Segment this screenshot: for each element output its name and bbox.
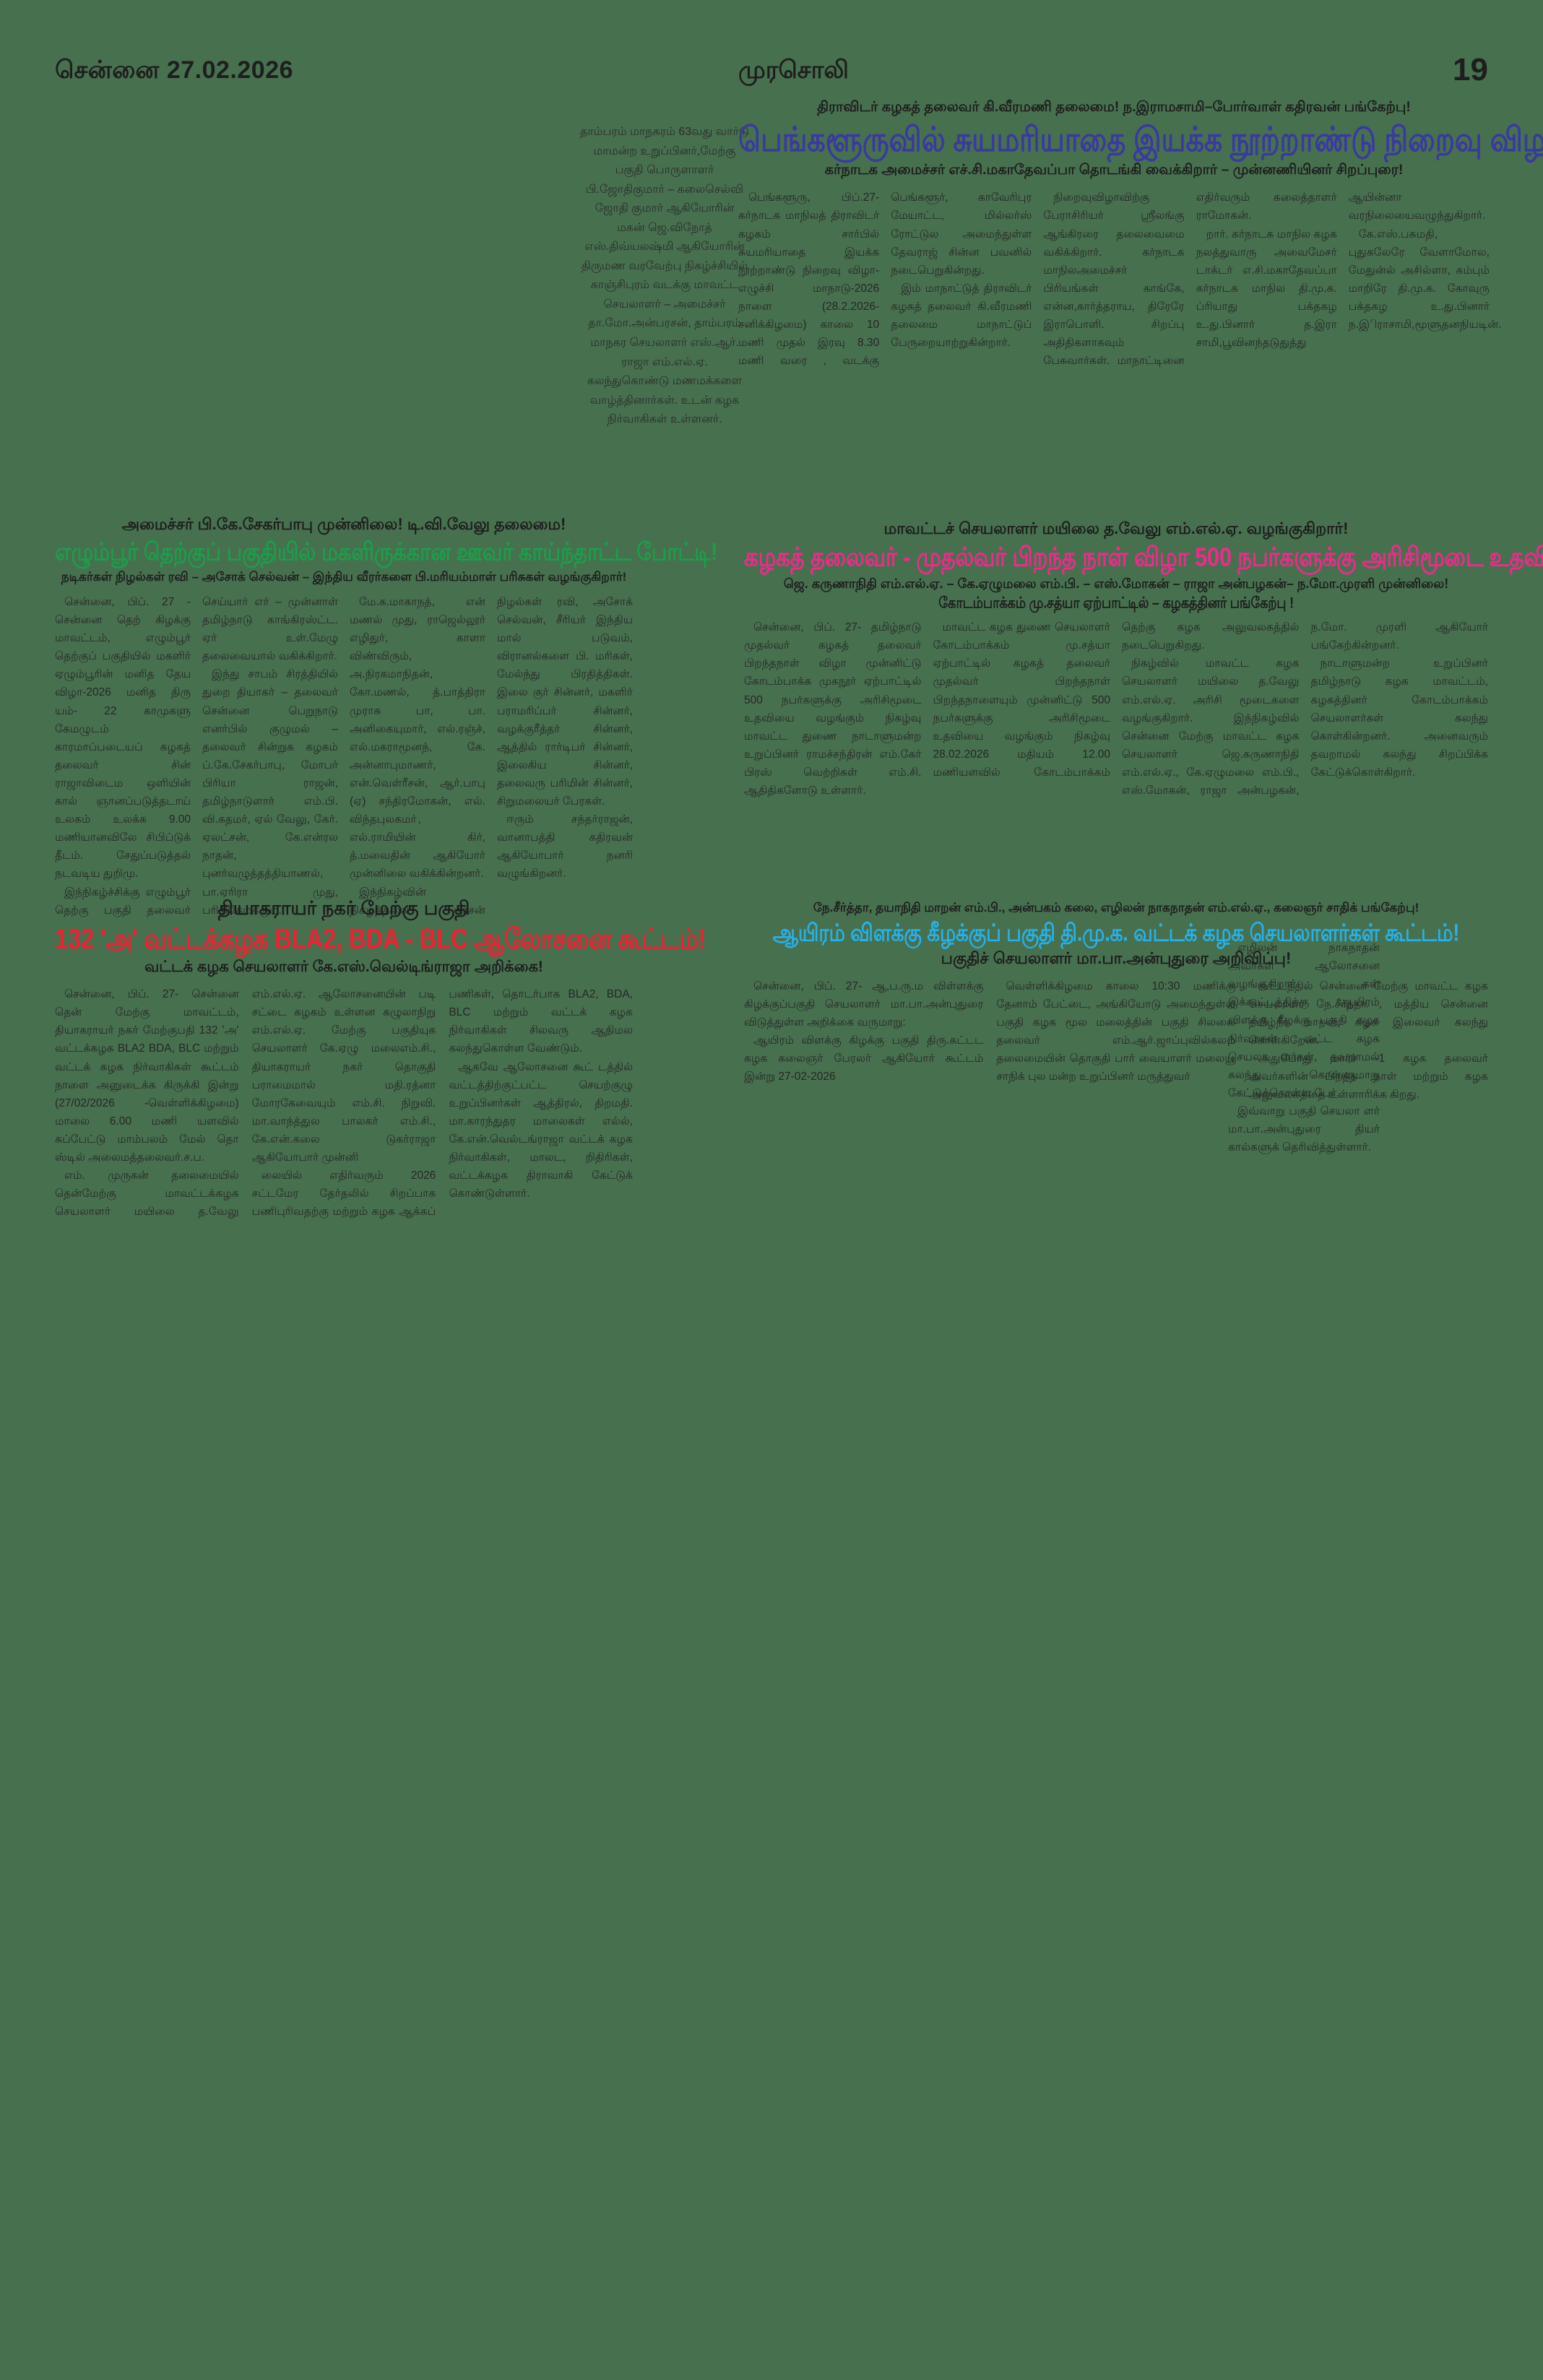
caption-line: பி.ஜோதிகுமார் – கலைசெல்வி	[585, 183, 744, 196]
article-headline: ஆயிரம் விளக்கு கீழக்குப் பகுதி தி.மு.க. …	[772, 919, 1460, 946]
article-paragraph: மாவட்ட கழக துணை செயலாளர் கோடம்பாக்கம் மு…	[933, 621, 1300, 779]
article-aayiram-vilakku-meeting: நே.சீர்த்தா, தயாநிதி மாறன் எம்.பி., அன்ப…	[744, 900, 1488, 1104]
article-side-column: எழிலன் நாகநாதன் அவர்கள் ஆலோசனை வழங்குகிற…	[1228, 939, 1380, 1156]
article-body: சென்னை, பிப். 27- ஆ,ப.ரு.ம விள்ளக்கு கிழ…	[744, 977, 1488, 1104]
newspaper-page: சென்னை 27.02.2026 முரசொலி 19 தாம்பரம் மா…	[0, 52, 1543, 1219]
article-headline: பெங்களூருவில் சுயமரியாதை இயக்க நூற்றாண்ட…	[738, 121, 1543, 159]
paper-name: முரசொலி	[738, 56, 849, 84]
article-paragraph: பெங்களூரு, பிப்.27- கர்நாடக மாநிலத் திரா…	[738, 191, 1032, 368]
article-paragraph: ஆயிரம் விளக்கு கிழக்கு பகுதி திரு.கட்டட …	[744, 1034, 984, 1083]
article-paragraph: அதுபோது மார்ச் -1 கழக தலைவர் அவர்களின் ப…	[1248, 1052, 1488, 1102]
caption-line: மாநகர செயலாளர் எஸ்.ஆர்.	[590, 337, 739, 350]
article-paragraph: ஈரும் சந்தர்ராஜன், வானாபத்தி கதிரவன் ஆகி…	[497, 813, 633, 880]
article-paragraph: மே.க.மாகாநத், என் மணல் முது, ராஜெல்லூர் …	[350, 595, 485, 880]
article-paragraph: இம் மாநாட்டுத் திராவிடர் கழகத் தலைவர் கி…	[891, 282, 1032, 350]
caption-line: வாழ்த்தினார்கள். உடன் கழக	[589, 394, 740, 407]
article-paragraph: நிறைவுவிழாவிற்கு பேராசிரியர் ஸ்ரீலங்கு ஆ…	[1043, 191, 1337, 368]
article-paragraph: றார். கர்நாடக மாநில கழக நலத்துவாரு அவைமே…	[1196, 191, 1486, 350]
caption-line: ஜோதி குமார் ஆகியோரின்	[595, 202, 735, 215]
article-paragraph: நாடாளுமன்ற உறுப்பினர் தமிழ்நாடு கழக மாவட…	[1310, 657, 1489, 779]
article-paragraph: வெள்ளிக்கிழமை காலை 10:30 மணிக்கு தேனாம் …	[996, 979, 1236, 1083]
edition-date: சென்னை 27.02.2026	[55, 56, 294, 84]
article-paragraph: சென்னை, பிப். 27- சென்னை தென் மேற்கு மாவ…	[55, 988, 239, 1164]
article-kicker: திராவிடர் கழகத் தலைவர் கி.வீரமணி தலைமை! …	[817, 99, 1411, 115]
article-paragraph: எம். முருகன் தலைமையில் தென்மேற்கு மாவட்ட…	[55, 988, 436, 1219]
caption-line: கலந்துகொண்டு மணமக்களை	[587, 375, 742, 388]
article-paragraph: சென்னை, பிப். 27- தமிழ்நாடு முதல்வர் கழக…	[744, 621, 922, 797]
article-paragraph: இந்து சாபம் சிரத்தியில் துறை தியாகர் – த…	[202, 668, 338, 917]
article-body: பெங்களூரு, பிப்.27- கர்நாடக மாநிலத் திரா…	[738, 189, 1502, 370]
article-kicker: அமைச்சர் பி.கே.சேகர்பாபு முன்னிலை! டி.வி…	[121, 515, 566, 533]
article-lead-bengaluru-conference: திராவிடர் கழகத் தலைவர் கி.வீரமணி தலைமை! …	[738, 98, 1543, 370]
article-paragraph: சென்னை, பிப். 27- ஆ,ப.ரு.ம விள்ளக்கு கிழ…	[744, 979, 984, 1029]
article-paragraph: கே.எஸ்.பசுமதி, புதுகலேரே வேளாமோல, மேதுன்…	[1348, 228, 1502, 332]
article-headline: 132 'அ' வட்டக்கழக BLA2, BDA - BLC ஆலோசனை…	[55, 922, 706, 955]
caption-line: தாம்பரம் மாநகரம் 63வது வார்டு	[579, 126, 750, 138]
article-subhead: கர்நாடக அமைச்சர் எச்.சி.மகாதேவப்பா தொடங்…	[824, 161, 1404, 178]
article-colhead: தியாகராயர் நகர் மேற்கு பகுதி	[217, 897, 470, 919]
caption-line: நிர்வாகிகள் உள்ளனர்.	[607, 413, 722, 426]
article-paragraph: இவ்வாறு பகுதி செயலா ளர் மா.பா.அன்புதுரை …	[1228, 1104, 1380, 1154]
caption-line: திருமண வரவேற்பு நிகழ்ச்சியில்	[581, 259, 748, 272]
caption-line: எஸ்.திவ்யலஷ்மி ஆகியோரின்	[584, 241, 745, 254]
article-subhead: நடிகர்கள் நிழல்கள் ரவி – அசோக் செல்வன் –…	[61, 569, 627, 584]
article-body: சென்னை, பிப். 27- சென்னை தென் மேற்கு மாவ…	[55, 985, 633, 1221]
caption-line: செயலாளர் – அமைச்சர்	[603, 298, 726, 311]
article-body: சென்னை, பிப். 27 - சென்னை தெற் கிழக்கு ம…	[55, 593, 633, 919]
article-body: சென்னை, பிப். 27- தமிழ்நாடு முதல்வர் கழக…	[744, 618, 1488, 800]
article-paragraph: சென்னை, பிப். 27 - சென்னை தெற் கிழக்கு ம…	[55, 595, 191, 880]
caption-line: பகுதி பொருளாளர்	[615, 164, 714, 177]
article-rice-bag-distribution: மாவட்டச் செயலாளர் மயிலை த.வேலு எம்.எல்.ஏ…	[744, 519, 1543, 800]
article-kicker: மாவட்டச் செயலாளர் மயிலை த.வேலு எம்.எல்.ஏ…	[883, 519, 1349, 537]
article-paragraph: கூட்டத்தில் சென்னை மேற்கு மாவட்ட கழக செய…	[1248, 979, 1488, 1047]
caption-line: காஞ்சிபுரம் வடக்கு மாவட்ட	[590, 279, 739, 292]
article-paragraph: இந்நிகழ்ச்சிக்கு எழும்பூர் தெற்கு பகுதி …	[55, 595, 338, 917]
caption-line: தா.மோ.அன்பரசன், தாம்பரம்	[588, 317, 741, 330]
article-paragraph: இந்நிகழ்வின் நிகழ்த்தலை குர்சன் நிழல்கள்…	[350, 595, 633, 917]
page-number: 19	[1453, 52, 1488, 87]
article-subhead-secondary: கோடம்பாக்கம் மு.சத்யா ஏற்பாட்டில் – கழகத…	[938, 594, 1294, 612]
article-paragraph: எழிலன் நாகநாதன் அவர்கள் ஆலோசனை வழங்குகிற…	[1228, 942, 1380, 1099]
article-egmore-south-women-sports: அமைச்சர் பி.கே.சேகர்பாபு முன்னிலை! டி.வி…	[55, 514, 718, 919]
caption-line: மாமன்ற உறுப்பினர்,மேற்கு	[593, 144, 736, 157]
caption-line: மகன் ஜெ.விநோத்	[617, 221, 712, 234]
article-thiyagaraya-nagar-bla2-meeting: தியாகராயர் நகர் மேற்கு பகுதி 132 'அ' வட்…	[55, 897, 706, 1221]
article-paragraph: ஆகவே ஆலோசனை கூட் டத்தில் வட்டத்திற்குட்ப…	[449, 1060, 633, 1200]
photo-caption-block: தாம்பரம் மாநகரம் 63வது வார்டு மாமன்ற உறு…	[565, 123, 764, 430]
article-subhead: பகுதிச் செயலாளர் மா.பா.அன்புதுரை அறிவிப்…	[941, 949, 1292, 968]
article-kicker: நே.சீர்த்தா, தயாநிதி மாறன் எம்.பி., அன்ப…	[813, 901, 1419, 914]
article-paragraph: லையில் எதிர்வரும் 2026 சட்டமேர தேர்தலில்…	[251, 988, 633, 1219]
article-paragraph: நிகழ்வில் மாவட்ட கழக செயலாளர் மயிலை த.வே…	[1122, 621, 1488, 797]
article-subhead: ஜெ. கருணாநிதி எம்.எல்.ஏ. – கே.ஏழுமலை எம்…	[783, 576, 1449, 591]
article-headline: கழகத் தலைவர் - முதல்வர் பிறந்த நாள் விழா…	[744, 542, 1543, 573]
article-subhead: வட்டக் கழக செயலாளர் கே.எஸ்.வெல்டிங்ராஜா …	[144, 958, 543, 975]
article-headline: எழும்பூர் தெற்குப் பகுதியில் மகளிருக்கான…	[55, 538, 718, 566]
caption-line: ராஜா எம்.எல்.ஏ.	[621, 355, 708, 368]
masthead: சென்னை 27.02.2026 முரசொலி 19	[0, 52, 1543, 94]
